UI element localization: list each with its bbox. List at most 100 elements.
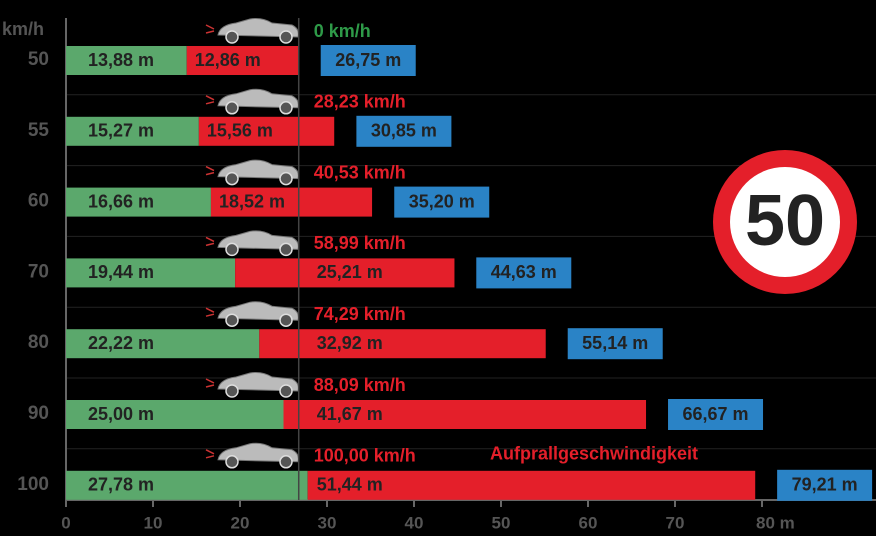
x-tick-label: 20 bbox=[231, 513, 250, 532]
bar-segment bbox=[235, 258, 455, 288]
car-wheel bbox=[279, 171, 293, 186]
total-label: 55,14 m bbox=[582, 333, 648, 353]
y-axis-label: km/h bbox=[2, 19, 44, 39]
total-box bbox=[567, 328, 663, 360]
car-body bbox=[217, 301, 299, 321]
total-box bbox=[476, 257, 572, 289]
total-box bbox=[356, 115, 452, 147]
car-body bbox=[217, 159, 299, 180]
bar-segment bbox=[66, 187, 211, 217]
total-box bbox=[320, 45, 416, 76]
impact-speed-title: Aufprallgeschwindigkeit bbox=[490, 444, 698, 464]
car-icon bbox=[205, 18, 299, 44]
total-label: 30,85 m bbox=[371, 121, 437, 141]
impact-speed-label: 40,53 km/h bbox=[314, 162, 406, 182]
x-tick-label: 10 bbox=[144, 513, 163, 532]
x-tick-label: 30 bbox=[318, 513, 337, 532]
x-tick-label: 60 bbox=[579, 513, 598, 532]
car-wheel bbox=[225, 455, 239, 469]
car-exhaust bbox=[205, 24, 215, 34]
car-exhaust bbox=[205, 165, 215, 176]
total-label: 26,75 m bbox=[335, 50, 401, 70]
car-wheel bbox=[225, 171, 239, 186]
value-label: 22,22 m bbox=[88, 333, 154, 353]
y-tick-label: 50 bbox=[28, 49, 49, 70]
car-wheel bbox=[279, 384, 293, 398]
car-body bbox=[217, 442, 299, 463]
car-exhaust bbox=[205, 307, 215, 317]
total-label: 44,63 m bbox=[491, 262, 557, 282]
impact-speed-label: 0 km/h bbox=[314, 21, 371, 41]
car-wheel bbox=[225, 242, 239, 257]
value-label: 25,00 m bbox=[88, 404, 154, 424]
value-label: 12,86 m bbox=[195, 50, 261, 70]
car-icon bbox=[205, 301, 299, 327]
bar-segment bbox=[66, 116, 199, 146]
value-label: 15,56 m bbox=[207, 121, 273, 141]
x-tick-label: 40 bbox=[405, 513, 424, 532]
car-wheel bbox=[225, 313, 239, 327]
total-label: 35,20 m bbox=[409, 191, 475, 211]
car-body bbox=[217, 18, 299, 38]
value-label: 15,27 m bbox=[88, 121, 154, 141]
car-wheel bbox=[279, 101, 293, 115]
car-icon bbox=[205, 88, 299, 115]
total-box bbox=[777, 469, 873, 501]
x-tick-label: 70 bbox=[666, 513, 685, 532]
value-label: 19,44 m bbox=[88, 262, 154, 282]
value-label: 51,44 m bbox=[317, 475, 383, 495]
car-wheel bbox=[279, 242, 293, 257]
bar-segment bbox=[66, 400, 284, 429]
bar-segment bbox=[198, 116, 335, 146]
car-icon bbox=[205, 159, 299, 186]
car-body bbox=[217, 372, 299, 392]
impact-speed-label: 74,29 km/h bbox=[314, 304, 406, 324]
bar-segment bbox=[283, 400, 647, 429]
x-tick-label: 50 bbox=[492, 513, 511, 532]
car-wheel bbox=[279, 313, 293, 327]
value-label: 18,52 m bbox=[219, 191, 285, 211]
bar-segment bbox=[307, 470, 756, 500]
total-label: 79,21 m bbox=[792, 475, 858, 495]
total-label: 66,67 m bbox=[682, 404, 748, 424]
y-tick-label: 60 bbox=[28, 191, 49, 212]
car-exhaust bbox=[205, 449, 215, 459]
bar-segment bbox=[210, 187, 373, 217]
y-tick-label: 80 bbox=[28, 332, 49, 353]
y-tick-label: 70 bbox=[28, 261, 49, 282]
car-wheel bbox=[279, 455, 293, 469]
sign-text: 50 bbox=[745, 181, 825, 261]
car-wheel bbox=[225, 30, 239, 44]
bar-segment bbox=[66, 329, 260, 359]
value-label: 32,92 m bbox=[317, 333, 383, 353]
total-box bbox=[668, 399, 764, 430]
value-label: 16,66 m bbox=[88, 191, 154, 211]
bar-segment bbox=[259, 329, 546, 359]
car-icon bbox=[205, 372, 299, 398]
value-label: 41,67 m bbox=[317, 404, 383, 424]
bar-segment bbox=[66, 258, 236, 288]
bar-segment bbox=[186, 46, 299, 75]
impact-speed-label: 88,09 km/h bbox=[314, 375, 406, 395]
y-tick-label: 55 bbox=[28, 120, 50, 141]
car-wheel bbox=[225, 384, 239, 398]
car-body bbox=[217, 88, 299, 109]
car-body bbox=[217, 230, 299, 250]
value-label: 27,78 m bbox=[88, 475, 154, 495]
impact-speed-label: 28,23 km/h bbox=[314, 92, 406, 112]
value-label: 13,88 m bbox=[88, 50, 154, 70]
car-wheel bbox=[225, 101, 239, 115]
y-tick-label: 100 bbox=[17, 474, 49, 495]
bar-segment bbox=[66, 46, 187, 75]
car-icon bbox=[205, 230, 299, 257]
bar-segment bbox=[66, 470, 308, 500]
car-exhaust bbox=[205, 95, 215, 105]
car-icon bbox=[205, 442, 299, 469]
car-wheel bbox=[279, 30, 293, 44]
car-exhaust bbox=[205, 236, 215, 247]
impact-speed-label: 100,00 km/h bbox=[314, 446, 416, 466]
x-tick-label: 0 bbox=[61, 513, 70, 532]
sign-face bbox=[730, 167, 840, 277]
